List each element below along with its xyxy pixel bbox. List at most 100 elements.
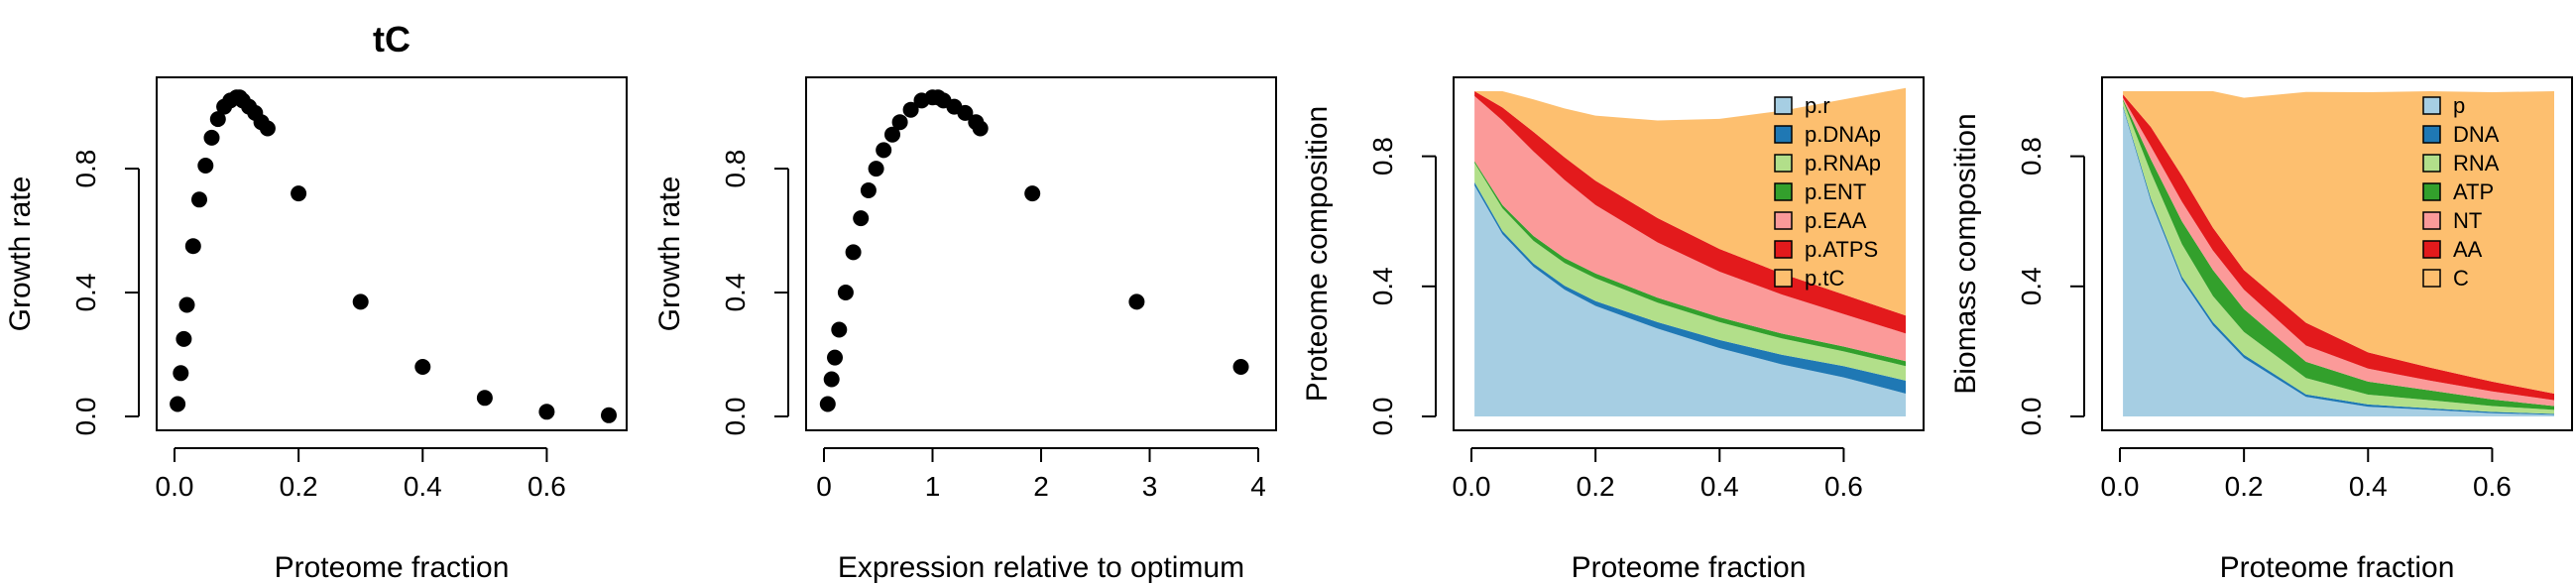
area-aa	[2123, 94, 2554, 401]
area-p-r	[1474, 185, 1906, 416]
y-axis-title: Growth rate	[4, 176, 37, 332]
x-tick-label: 0.6	[1824, 471, 1863, 502]
area-p-rnap	[1474, 163, 1906, 381]
curve-point	[176, 330, 192, 347]
data-point	[601, 407, 617, 423]
legend-swatch-p-ent	[1774, 182, 1793, 201]
x-tick-label: 0.4	[404, 471, 442, 502]
legend-label-rna: RNA	[2453, 151, 2500, 176]
legend-swatch-p	[2422, 96, 2441, 115]
curve-point	[259, 120, 276, 137]
x-tick-label: 0.6	[527, 471, 566, 502]
y-tick-label: 0.8	[2016, 137, 2047, 176]
x-tick-label: 0.0	[156, 471, 194, 502]
y-tick-label: 0.4	[1367, 267, 1398, 305]
legend-label-p-ent: p.ENT	[1805, 179, 1866, 204]
legend-swatch-p-tc	[1774, 269, 1793, 288]
legend-swatch-nt	[2422, 211, 2441, 230]
legend-label-nt: NT	[2453, 208, 2482, 233]
legend-swatch-p-r	[1774, 96, 1793, 115]
chart-title: tC	[373, 19, 410, 59]
plot-frame	[2101, 76, 2573, 431]
curve-point	[884, 126, 900, 143]
legend-label-p: p	[2453, 93, 2465, 118]
legend-swatch-p-rnap	[1774, 154, 1793, 173]
x-tick-label: 0.6	[2473, 471, 2512, 502]
x-axis-title: Proteome fraction	[1572, 551, 1807, 584]
x-axis-title: Proteome fraction	[275, 551, 510, 584]
legend-label-p-tc: p.tC	[1805, 266, 1844, 291]
x-axis-title: Proteome fraction	[2220, 551, 2455, 584]
legend-label-p-eaa: p.EAA	[1805, 208, 1867, 233]
curve-point	[827, 349, 843, 366]
y-tick-label: 0.8	[720, 150, 751, 188]
x-tick-label: 0.2	[2225, 471, 2264, 502]
data-point	[414, 359, 431, 375]
chart-panel-1: 0.0 0.2 0.4 0.6 0.0 0.4 0.8 Proteome fraction Gr…	[4, 19, 628, 584]
y-tick-label: 0.8	[70, 150, 101, 188]
curve-point	[203, 129, 220, 146]
chart-panel-2: 0 1 2 3 4 0.0 0.4 0.8 Expression relative to opt…	[653, 76, 1277, 584]
x-tick-label: 0.2	[1577, 471, 1615, 502]
legend-label-p-atps: p.ATPS	[1805, 237, 1878, 262]
curve-point	[831, 321, 848, 338]
curve-point	[876, 142, 892, 159]
y-tick-label: 0.4	[720, 274, 751, 312]
legend-swatch-rna	[2422, 154, 2441, 173]
y-tick-label: 0.0	[70, 398, 101, 436]
curve-point	[178, 296, 195, 313]
area-p-tc	[1474, 87, 1906, 316]
x-tick-label: 4	[1250, 471, 1266, 502]
curve-point	[173, 365, 189, 382]
legend-swatch-atp	[2422, 182, 2441, 201]
x-tick-label: 3	[1142, 471, 1158, 502]
y-tick-label: 0.0	[2016, 398, 2047, 436]
y-tick-label: 0.0	[720, 398, 751, 436]
x-tick-label: 0.0	[1453, 471, 1491, 502]
data-point	[1024, 185, 1041, 202]
curve-point	[170, 396, 186, 412]
y-tick-label: 0.8	[1367, 137, 1398, 176]
area-nt	[2123, 97, 2554, 407]
y-tick-label: 0.0	[1367, 398, 1398, 436]
x-axis-title: Expression relative to optimum	[838, 551, 1244, 584]
plot-frame	[1453, 76, 1925, 431]
area-c	[2123, 91, 2554, 394]
curve-point	[845, 244, 862, 261]
y-axis-title: Growth rate	[653, 176, 686, 332]
x-tick-label: 2	[1033, 471, 1049, 502]
legend-swatch-p-dnap	[1774, 125, 1793, 144]
legend-label-dna: DNA	[2453, 122, 2500, 147]
data-point	[1232, 359, 1249, 375]
data-point	[476, 390, 493, 407]
legend-swatch-dna	[2422, 125, 2441, 144]
y-axis-title: Biomass composition	[1949, 113, 1982, 394]
legend-label-atp: ATP	[2453, 179, 2494, 204]
data-point	[352, 293, 369, 310]
legend-swatch-aa	[2422, 240, 2441, 259]
curve-point	[868, 161, 884, 177]
x-tick-label: 0.4	[1700, 471, 1739, 502]
curve-point	[891, 114, 908, 131]
area-p	[2123, 107, 2554, 417]
curve-point	[184, 238, 201, 255]
chart-panel-4: p DNA RNA ATP NT AA C 0.0 0.2 0.4 0.6 0.0 0.4 0.8 Prot…	[1949, 76, 2573, 584]
curve-point	[819, 396, 836, 412]
data-point	[538, 404, 555, 420]
curve-point	[823, 371, 840, 388]
y-axis-title: Proteome composition	[1301, 106, 1334, 402]
x-tick-label: 0.2	[280, 471, 318, 502]
chart-panel-3: p.r p.DNAp p.RNAp p.ENT p.EAA p.ATPS p.tC 0.0 0.…	[1301, 76, 1925, 584]
data-point	[291, 185, 307, 202]
curve-point	[209, 111, 226, 128]
legend-label-p-dnap: p.DNAp	[1805, 122, 1881, 147]
legend-label-c: C	[2453, 266, 2469, 291]
legend-swatch-p-eaa	[1774, 211, 1793, 230]
curve-point	[957, 104, 974, 121]
plot-frame	[156, 76, 628, 431]
legend-label-aa: AA	[2453, 237, 2483, 262]
curve-point	[972, 120, 989, 137]
area-p-dnap	[1474, 181, 1906, 394]
x-tick-label: 0.0	[2101, 471, 2140, 502]
